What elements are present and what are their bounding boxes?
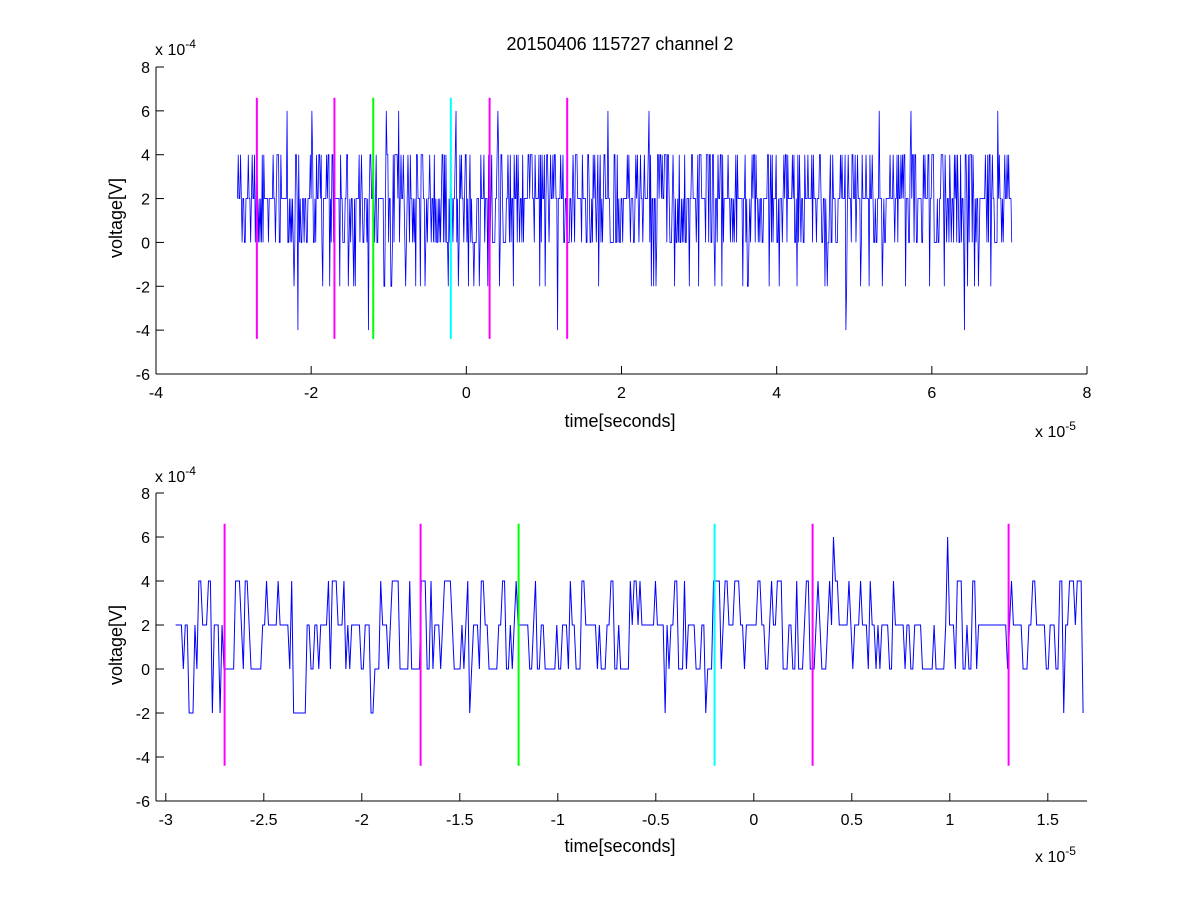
bottom-chart-y-exponent-base: x 10 — [155, 469, 185, 486]
top-chart-x-exponent-power: -5 — [1065, 419, 1076, 433]
bottom-chart-x-tick-label-2: -2 — [355, 812, 369, 829]
bottom-chart-y-tick-label-2: -2 — [136, 706, 150, 723]
top-chart-y-tick-label-1: -4 — [136, 323, 150, 340]
top-chart-plot-area — [237, 97, 1013, 339]
bottom-chart-x-tick-label-4: -1 — [551, 812, 565, 829]
bottom-chart-y-tick-label-1: -4 — [136, 750, 150, 767]
bottom-chart-x-exponent-power: -5 — [1065, 844, 1076, 858]
bottom-chart-y-tick-label-5: 4 — [141, 574, 150, 591]
top-chart-x-exponent-base: x 10 — [1035, 424, 1065, 441]
bottom-chart-x-exponent-base: x 10 — [1035, 849, 1065, 866]
top-chart: time[seconds] voltage[V] x 10-5 x 10-4 -… — [106, 37, 1092, 441]
bottom-chart: time[seconds] voltage[V] x 10-5 x 10-4 -… — [106, 464, 1087, 866]
top-chart-y-tick-label-4: 2 — [141, 192, 150, 209]
figure-title: 20150406 115727 channel 2 — [507, 34, 734, 54]
top-chart-y-exponent-power: -4 — [185, 37, 196, 51]
top-chart-x-exponent: x 10-5 — [1035, 419, 1076, 441]
top-chart-x-tick-label-5: 6 — [927, 385, 936, 402]
bottom-chart-y-exponent-power: -4 — [185, 464, 196, 478]
top-chart-signal-trace — [237, 110, 1013, 331]
top-chart-y-tick-label-0: -6 — [136, 367, 150, 384]
bottom-chart-x-tick-label-8: 1 — [945, 812, 954, 829]
top-chart-y-tick-label-2: -2 — [136, 279, 150, 296]
top-chart-x-axis-label: time[seconds] — [564, 411, 675, 431]
bottom-chart-y-exponent: x 10-4 — [155, 464, 196, 486]
bottom-chart-y-axis-label: voltage[V] — [106, 605, 126, 685]
top-chart-y-exponent-base: x 10 — [155, 42, 185, 59]
bottom-chart-plot-area — [175, 523, 1084, 766]
top-chart-y-tick-label-3: 0 — [141, 235, 150, 252]
bottom-chart-y-tick-label-7: 8 — [141, 486, 150, 503]
top-chart-x-tick-label-6: 8 — [1083, 385, 1092, 402]
bottom-chart-x-tick-label-7: 0.5 — [841, 812, 863, 829]
bottom-chart-y-tick-label-0: -6 — [136, 794, 150, 811]
top-chart-x-tick-label-3: 2 — [617, 385, 626, 402]
bottom-chart-signal-trace — [175, 536, 1084, 714]
top-chart-y-exponent: x 10-4 — [155, 37, 196, 59]
top-chart-y-tick-label-5: 4 — [141, 148, 150, 165]
bottom-chart-x-tick-label-0: -3 — [159, 812, 173, 829]
top-chart-y-tick-label-6: 6 — [141, 104, 150, 121]
bottom-chart-x-tick-label-9: 1.5 — [1037, 812, 1059, 829]
top-chart-x-tick-label-4: 4 — [772, 385, 781, 402]
top-chart-y-axis-label: voltage[V] — [106, 178, 126, 258]
top-chart-y-tick-label-7: 8 — [141, 60, 150, 77]
bottom-chart-x-tick-label-6: 0 — [749, 812, 758, 829]
bottom-chart-x-tick-label-3: -1.5 — [446, 812, 474, 829]
top-chart-x-tick-label-0: -4 — [149, 385, 163, 402]
bottom-chart-y-tick-label-3: 0 — [141, 662, 150, 679]
bottom-chart-x-tick-label-1: -2.5 — [250, 812, 278, 829]
bottom-chart-x-axis-label: time[seconds] — [564, 836, 675, 856]
top-chart-x-tick-label-2: 0 — [462, 385, 471, 402]
bottom-chart-x-tick-label-5: -0.5 — [642, 812, 670, 829]
bottom-chart-y-tick-label-4: 2 — [141, 618, 150, 635]
bottom-chart-y-tick-label-6: 6 — [141, 530, 150, 547]
top-chart-x-tick-label-1: -2 — [304, 385, 318, 402]
bottom-chart-x-exponent: x 10-5 — [1035, 844, 1076, 866]
